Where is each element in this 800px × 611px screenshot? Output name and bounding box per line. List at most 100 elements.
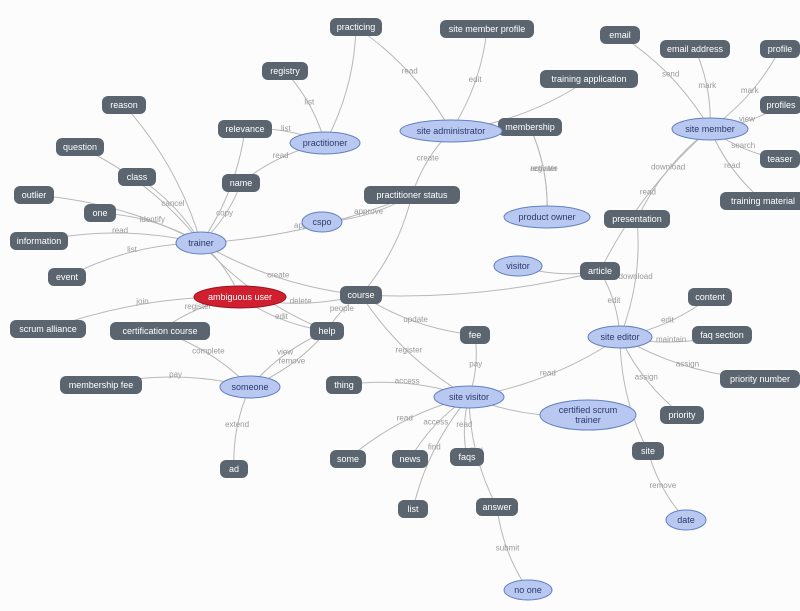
node-label: faq section [700,330,744,340]
node-scrum_all[interactable]: scrum alliance [10,320,86,338]
node-email_address[interactable]: email address [660,40,730,58]
node-label: relevance [225,124,264,134]
node-presentation[interactable]: presentation [604,210,670,228]
node-profiles[interactable]: profiles [760,96,800,114]
node-site_member_profile[interactable]: site member profile [440,20,534,38]
edge-label: submit [496,543,520,552]
node-relevance[interactable]: relevance [218,120,272,138]
edge-label: register [531,164,558,173]
node-label: help [318,326,335,336]
edge-label: mark [698,81,717,90]
node-ambiguous[interactable]: ambiguous user [194,286,286,308]
node-event[interactable]: event [48,268,86,286]
node-priority[interactable]: priority [660,406,704,424]
node-thing[interactable]: thing [326,376,362,394]
node-label: email [609,30,631,40]
node-fee[interactable]: fee [460,326,490,344]
node-class[interactable]: class [118,168,156,186]
node-training_mat[interactable]: training material [720,192,800,210]
node-visitor[interactable]: visitor [494,256,542,276]
node-site_visitor[interactable]: site visitor [434,386,504,408]
edge-label: complete [192,347,225,356]
node-priority_num[interactable]: priority number [720,370,800,388]
edge-label: send [662,70,679,79]
node-label: ad [229,464,239,474]
node-label: priority [668,410,696,420]
edge-label: assign [635,373,658,382]
node-site_admin[interactable]: site administrator [400,120,502,142]
node-cert_course[interactable]: certification course [110,322,210,340]
edge-label: cancel [161,199,184,208]
edge-label: pay [169,370,182,379]
node-label: someone [231,382,268,392]
edge-label: download [618,272,652,281]
node-ad[interactable]: ad [220,460,248,478]
node-pract_status[interactable]: practitioner status [364,186,460,204]
node-someone[interactable]: someone [220,376,280,398]
node-trainer[interactable]: trainer [176,232,226,254]
node-article[interactable]: article [580,262,620,280]
node-cst[interactable]: certified scrumtrainer [540,400,636,430]
node-information[interactable]: information [10,232,68,250]
node-date[interactable]: date [666,510,706,530]
node-outlier[interactable]: outlier [14,186,54,204]
node-label: site [641,446,655,456]
node-practitioner[interactable]: practitioner [290,132,360,154]
node-label: class [127,172,148,182]
node-label: course [347,290,374,300]
node-label: priority number [730,374,790,384]
node-answer[interactable]: answer [476,498,518,516]
node-list[interactable]: list [398,500,428,518]
node-practicing[interactable]: practicing [330,18,382,36]
node-membership_fee[interactable]: membership fee [60,376,142,394]
node-label: presentation [612,214,662,224]
node-label: thing [334,380,354,390]
node-label: training application [551,74,626,84]
node-faq_section[interactable]: faq section [692,326,752,344]
node-label: some [337,454,359,464]
edge-label: edit [608,296,622,305]
node-teaser[interactable]: teaser [760,150,800,168]
node-membership[interactable]: membership [498,118,562,136]
node-training_app[interactable]: training application [540,70,638,88]
node-cspo[interactable]: cspo [302,212,342,232]
edge [361,271,600,296]
edge-label: assign [676,359,699,368]
node-label: no one [514,585,542,595]
node-site_editor[interactable]: site editor [588,326,652,348]
node-label: profile [768,44,793,54]
node-faqs[interactable]: faqs [450,448,484,466]
node-label: membership [505,122,555,132]
node-label: training material [731,196,795,206]
edge-label: remove [279,357,306,366]
node-profile[interactable]: profile [760,40,800,58]
node-site_member[interactable]: site member [672,118,748,140]
edge-label: maintain [656,335,686,344]
node-label: site member [685,124,735,134]
edge-label: edit [469,75,483,84]
node-one[interactable]: one [84,204,116,222]
node-registry[interactable]: registry [262,62,308,80]
network-diagram: listlistreadreadeditcreatesendmarkmarkvi… [0,0,800,611]
node-reason[interactable]: reason [102,96,146,114]
edge-label: register [396,345,423,354]
node-news[interactable]: news [392,450,428,468]
node-course[interactable]: course [340,286,382,304]
node-no_one[interactable]: no one [504,580,552,600]
node-some[interactable]: some [330,450,366,468]
node-label: trainer [575,415,601,425]
node-product_owner[interactable]: product owner [504,206,590,228]
node-question[interactable]: question [56,138,104,156]
node-site[interactable]: site [632,442,664,460]
node-name[interactable]: name [222,174,260,192]
node-email[interactable]: email [600,26,640,44]
node-content[interactable]: content [688,288,732,306]
node-help[interactable]: help [310,322,344,340]
node-label: outlier [22,190,47,200]
edge-label: update [403,315,428,324]
edge [469,337,620,397]
edge-label: search [731,141,755,150]
edge-label: find [428,443,441,452]
node-label: scrum alliance [19,324,77,334]
node-label: email address [667,44,724,54]
